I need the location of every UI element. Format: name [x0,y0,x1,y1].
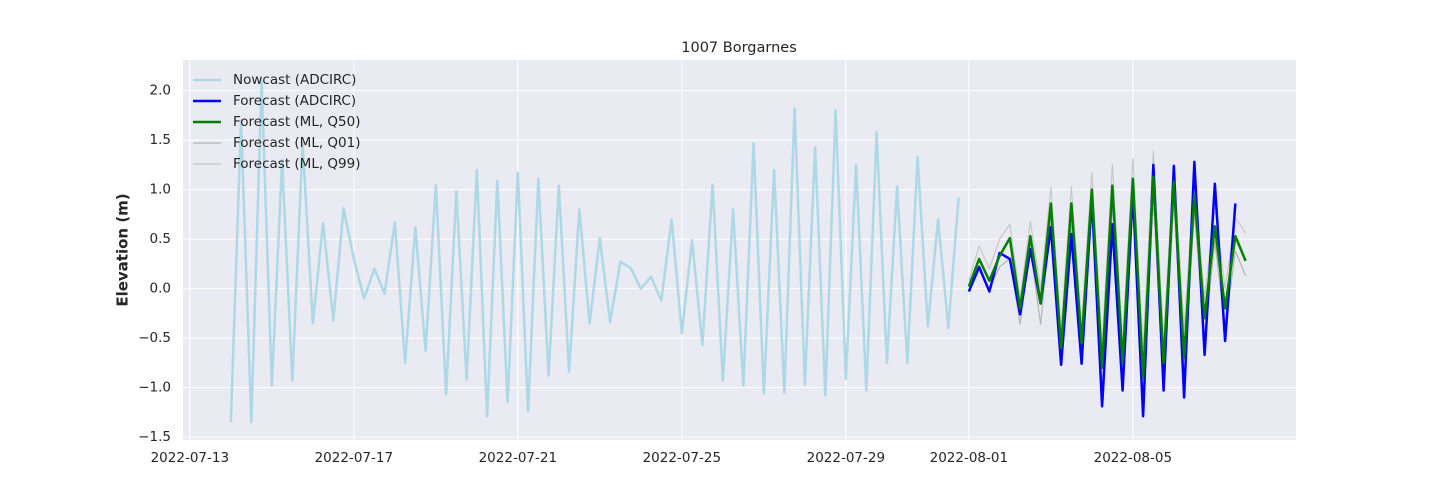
y-tick-label: −1.0 [138,380,171,396]
x-tick-label: 2022-08-05 [1094,450,1172,466]
y-tick-label: 1.0 [150,182,171,198]
x-tick-label: 2022-07-29 [807,450,885,466]
x-tick-label: 2022-07-21 [479,450,557,466]
x-tick-label: 2022-08-01 [930,450,1008,466]
legend-label: Forecast (ML, Q01) [233,135,361,151]
x-tick-label: 2022-07-13 [151,450,229,466]
series-line [967,175,1247,379]
chart-title: 1007 Borgarnes [681,40,797,56]
legend-label: Forecast (ML, Q99) [233,156,361,172]
y-axis-label: Elevation (m) [114,193,132,306]
legend-label: Forecast (ML, Q50) [233,114,361,130]
y-tick-label: 2.0 [150,83,171,99]
x-tick-label: 2022-07-17 [315,450,393,466]
y-tick-label: 1.5 [150,132,171,148]
x-tick-label: 2022-07-25 [643,450,721,466]
y-tick-label: −1.5 [138,429,171,445]
legend-label: Nowcast (ADCIRC) [233,72,356,88]
legend-label: Forecast (ADCIRC) [233,93,356,109]
series-line [229,79,960,424]
y-tick-label: −0.5 [138,330,171,346]
y-tick-label: 0.5 [150,231,171,247]
y-tick-label: 0.0 [150,281,171,297]
